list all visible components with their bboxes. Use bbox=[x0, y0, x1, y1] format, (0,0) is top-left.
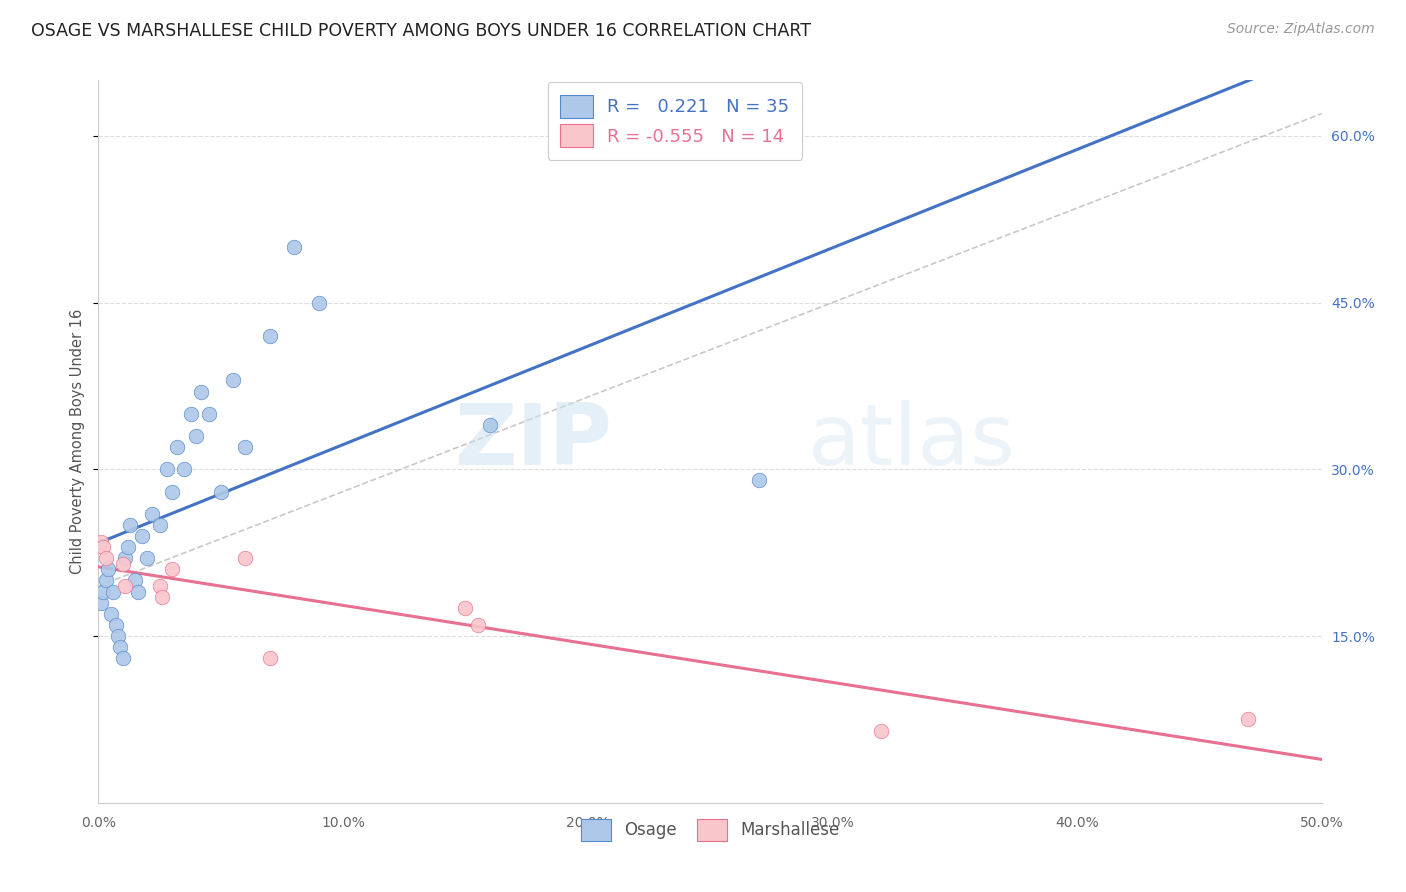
Point bbox=[259, 329, 281, 343]
Point bbox=[467, 618, 489, 632]
Point bbox=[160, 562, 183, 576]
Point bbox=[110, 640, 132, 655]
Text: atlas: atlas bbox=[808, 400, 1017, 483]
Point bbox=[149, 579, 172, 593]
Point bbox=[100, 607, 122, 621]
Point bbox=[1237, 713, 1260, 727]
Point bbox=[308, 295, 330, 310]
Point bbox=[190, 384, 212, 399]
Point bbox=[94, 574, 117, 588]
Point bbox=[186, 429, 208, 443]
Point bbox=[124, 574, 146, 588]
Point bbox=[150, 590, 173, 604]
Point bbox=[233, 440, 256, 454]
Point bbox=[111, 557, 134, 571]
Point bbox=[197, 407, 219, 421]
Point bbox=[101, 584, 124, 599]
Text: Source: ZipAtlas.com: Source: ZipAtlas.com bbox=[1227, 22, 1375, 37]
Point bbox=[478, 417, 501, 432]
Point bbox=[136, 551, 159, 566]
Point bbox=[91, 584, 114, 599]
Point bbox=[117, 540, 139, 554]
Point bbox=[94, 551, 117, 566]
Point bbox=[173, 462, 195, 476]
Point bbox=[141, 507, 163, 521]
Point bbox=[454, 601, 477, 615]
Point bbox=[259, 651, 281, 665]
Point bbox=[149, 517, 172, 532]
Point bbox=[90, 534, 112, 549]
Text: ZIP: ZIP bbox=[454, 400, 612, 483]
Point bbox=[160, 484, 183, 499]
Point bbox=[90, 596, 112, 610]
Point bbox=[180, 407, 202, 421]
Text: OSAGE VS MARSHALLESE CHILD POVERTY AMONG BOYS UNDER 16 CORRELATION CHART: OSAGE VS MARSHALLESE CHILD POVERTY AMONG… bbox=[31, 22, 811, 40]
Point bbox=[111, 651, 134, 665]
Point bbox=[91, 540, 114, 554]
Point bbox=[131, 529, 153, 543]
Point bbox=[97, 562, 120, 576]
Point bbox=[104, 618, 127, 632]
Point bbox=[222, 373, 245, 387]
Point bbox=[107, 629, 129, 643]
Point bbox=[283, 240, 305, 254]
Point bbox=[870, 723, 893, 738]
Point bbox=[114, 579, 136, 593]
Legend: Osage, Marshallese: Osage, Marshallese bbox=[569, 807, 851, 852]
Point bbox=[127, 584, 149, 599]
Point bbox=[166, 440, 188, 454]
Point bbox=[748, 474, 770, 488]
Point bbox=[233, 551, 256, 566]
Point bbox=[120, 517, 142, 532]
Point bbox=[156, 462, 179, 476]
Y-axis label: Child Poverty Among Boys Under 16: Child Poverty Among Boys Under 16 bbox=[70, 309, 86, 574]
Point bbox=[114, 551, 136, 566]
Point bbox=[209, 484, 232, 499]
